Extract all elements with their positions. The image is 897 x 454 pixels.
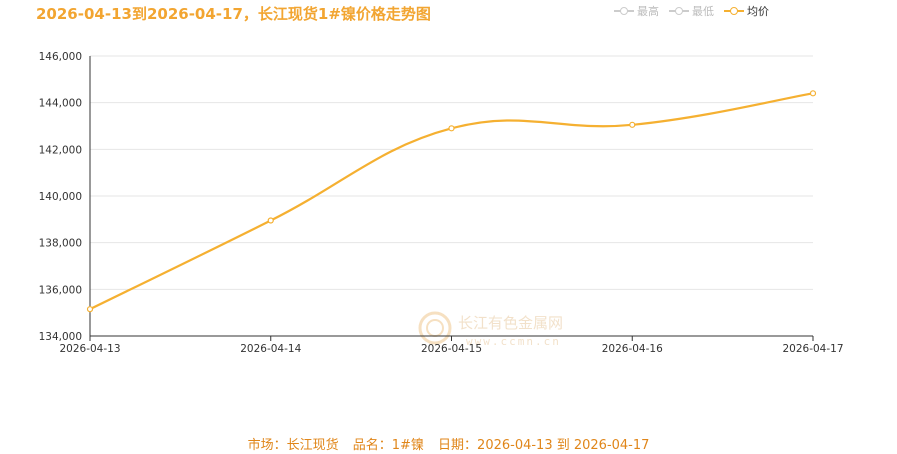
series-point [629, 121, 636, 128]
legend-low-label: 最低 [692, 5, 714, 18]
footer-product: 品名：1#镍 [352, 438, 424, 453]
series-point [448, 125, 455, 132]
y-tick-label: 146,000 [39, 51, 82, 63]
legend-item-high[interactable]: 最高 [614, 3, 659, 19]
footer-date-range: 日期：2026-04-13 到 2026-04-17 [438, 438, 650, 453]
series-layer [86, 90, 817, 313]
watermark-logo-icon [418, 311, 452, 345]
grid-layer [90, 55, 813, 290]
legend: 最高 最低 均价 [614, 3, 769, 19]
watermark-url: www.ccmn.cn [466, 335, 561, 348]
x-tick-label: 2026-04-17 [782, 343, 843, 355]
price-chart: 长江有色金属网 www.ccmn.cn 134,000 136,000 138,00… [39, 51, 844, 355]
y-tick-label: 140,000 [39, 191, 82, 203]
y-tick-label: 136,000 [39, 284, 82, 296]
legend-average-symbol-icon [724, 6, 744, 16]
legend-item-low[interactable]: 最低 [669, 3, 714, 19]
footer-market: 市场：长江现货 [247, 438, 339, 453]
footer: 市场：长江现货 品名：1#镍 日期：2026-04-13 到 2026-04-1… [0, 434, 897, 453]
legend-average-label: 均价 [747, 5, 769, 18]
watermark: 长江有色金属网 www.ccmn.cn [418, 311, 563, 348]
watermark-name: 长江有色金属网 [458, 314, 563, 332]
y-tick-label: 138,000 [39, 238, 82, 250]
x-tick-label: 2026-04-13 [59, 343, 120, 355]
x-tick-label: 2026-04-16 [602, 343, 663, 355]
chart-title: 2026-04-13到2026-04-17，长江现货1#镍价格走势图 [36, 5, 431, 23]
series-point [267, 217, 274, 224]
legend-high-symbol-icon [614, 6, 634, 16]
x-tick-label: 2026-04-15 [421, 343, 482, 355]
y-tick-label: 142,000 [39, 144, 82, 156]
x-tick-label: 2026-04-14 [240, 343, 301, 355]
series-point [86, 306, 94, 313]
axis-layer: 134,000 136,000 138,000 140,000 142,000 144,0… [39, 51, 844, 355]
y-tick-label: 144,000 [39, 98, 82, 110]
legend-low-symbol-icon [669, 6, 689, 16]
watermark-logo-inner-icon [426, 319, 444, 337]
legend-item-average[interactable]: 均价 [724, 3, 769, 19]
y-tick-label: 134,000 [39, 331, 82, 343]
legend-high-label: 最高 [637, 5, 659, 18]
series-point [809, 90, 817, 97]
